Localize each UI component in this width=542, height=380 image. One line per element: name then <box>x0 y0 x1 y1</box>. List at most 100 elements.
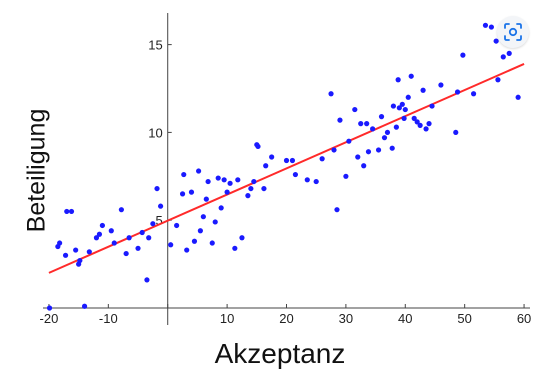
data-point <box>135 245 141 251</box>
data-point <box>454 89 461 95</box>
data-point <box>205 178 211 185</box>
data-point <box>470 91 477 97</box>
data-point <box>184 247 190 253</box>
data-point <box>73 247 79 253</box>
data-point <box>218 205 224 211</box>
data-point <box>414 119 420 125</box>
data-point <box>364 121 370 127</box>
visual-search-icon <box>504 23 522 41</box>
data-point <box>378 114 385 120</box>
x-tick-label: 40 <box>398 311 412 325</box>
y-tick-label: 15 <box>148 38 162 53</box>
data-point <box>46 305 53 311</box>
visual-search-button[interactable] <box>497 16 529 48</box>
data-point <box>191 238 198 244</box>
data-point <box>126 235 132 241</box>
data-point <box>118 207 124 213</box>
data-point <box>196 168 202 174</box>
data-point <box>482 22 489 28</box>
data-point <box>453 129 459 136</box>
data-point <box>221 177 227 183</box>
x-tick-label: -20 <box>40 311 59 325</box>
data-point <box>395 77 401 83</box>
data-point <box>289 157 296 164</box>
data-point <box>197 228 203 234</box>
data-point <box>488 24 494 30</box>
data-point <box>390 103 397 109</box>
data-point <box>313 178 319 185</box>
data-point <box>212 219 218 225</box>
x-tick-label: -10 <box>99 311 118 325</box>
data-point <box>401 115 407 121</box>
data-point <box>319 156 325 162</box>
data-point <box>411 115 417 121</box>
data-point <box>283 157 290 164</box>
y-tick-label: 10 <box>148 125 162 140</box>
data-point <box>108 228 114 234</box>
x-tick-label: 50 <box>457 311 471 325</box>
data-point <box>328 91 334 97</box>
data-point <box>200 214 206 220</box>
data-point <box>144 277 150 283</box>
data-point <box>239 235 245 241</box>
data-point <box>181 171 187 178</box>
data-point <box>343 173 349 179</box>
data-point <box>261 185 267 192</box>
data-point <box>188 189 195 195</box>
data-point <box>292 171 299 178</box>
y-axis-label: Beteiligung <box>22 108 51 232</box>
data-point <box>423 126 429 132</box>
data-point <box>381 135 388 141</box>
data-point <box>64 208 70 215</box>
data-point <box>420 87 426 93</box>
data-point <box>402 106 408 113</box>
data-point <box>269 154 275 160</box>
data-point <box>495 77 501 83</box>
data-point <box>96 231 103 237</box>
data-point <box>77 257 83 264</box>
data-point <box>399 101 405 107</box>
data-point <box>352 106 358 113</box>
data-point <box>62 252 69 258</box>
data-point <box>370 126 376 132</box>
x-tick-label: 30 <box>339 311 353 325</box>
regression-line <box>48 63 525 274</box>
data-point <box>150 221 156 227</box>
data-point <box>111 240 117 246</box>
data-point <box>493 38 499 44</box>
data-point <box>57 240 63 246</box>
data-point <box>248 185 254 192</box>
data-point <box>68 208 75 215</box>
data-point <box>174 222 180 229</box>
data-point <box>157 203 164 209</box>
data-point <box>389 145 395 151</box>
data-point <box>426 121 432 127</box>
data-point <box>358 121 364 127</box>
data-point <box>304 177 310 183</box>
data-point <box>393 124 399 130</box>
data-point <box>146 235 152 241</box>
data-point <box>86 249 92 255</box>
data-point <box>209 240 215 246</box>
data-point <box>331 147 337 153</box>
data-point <box>232 245 238 251</box>
data-point <box>384 129 391 136</box>
data-point <box>417 122 423 128</box>
data-point <box>227 180 233 186</box>
data-point <box>438 82 444 88</box>
data-point <box>123 250 129 257</box>
data-point <box>93 235 100 241</box>
data-point <box>515 94 521 100</box>
data-point <box>506 50 512 56</box>
data-point <box>337 117 343 123</box>
data-point <box>361 163 367 169</box>
data-point <box>408 73 414 79</box>
x-tick-label: 60 <box>517 311 531 325</box>
data-point <box>396 105 402 111</box>
scatter-chart: -20 -10 10 20 30 40 50 60 5 10 15 <box>40 13 531 325</box>
data-point <box>346 138 352 144</box>
data-point <box>168 242 174 248</box>
data-point <box>224 189 230 195</box>
data-point <box>355 154 361 160</box>
data-point <box>251 178 257 185</box>
